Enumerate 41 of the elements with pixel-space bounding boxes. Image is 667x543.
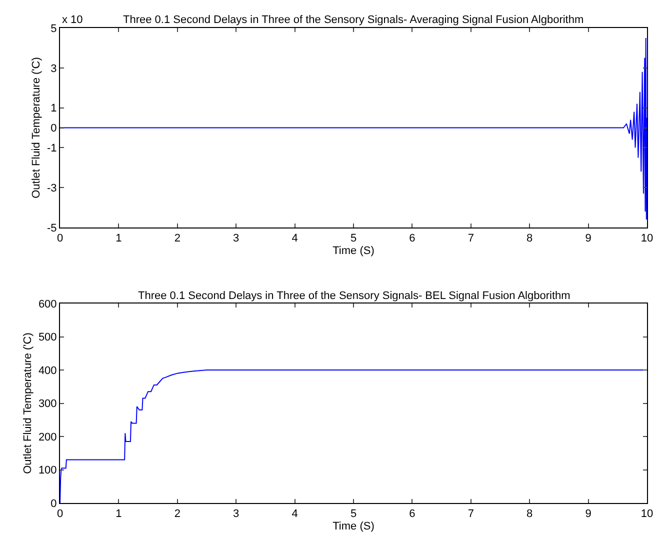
x-tick-label: 10 xyxy=(640,232,654,245)
y-tick-label: -1 xyxy=(47,142,57,155)
x-tick-label: 5 xyxy=(350,508,357,520)
x-tick-label: 8 xyxy=(526,508,533,520)
x-tick-label: 4 xyxy=(292,232,298,245)
y-axis-title: Outlet Fluid Temperature ('C) xyxy=(22,332,34,474)
y-tick-label: 0 xyxy=(50,122,57,135)
x-tick-label: 9 xyxy=(585,508,592,520)
x-tick-label: 3 xyxy=(233,508,240,520)
y-tick-label: 600 xyxy=(38,298,57,310)
y-tick-label: 1 xyxy=(50,102,57,115)
x-tick-label: 2 xyxy=(174,232,180,245)
y-tick-label: 500 xyxy=(38,332,57,344)
y-tick-label: 100 xyxy=(38,464,57,477)
y-tick-label: 0 xyxy=(50,498,57,510)
x-tick-label: 10 xyxy=(640,508,654,520)
x-tick-label: 2 xyxy=(174,508,180,520)
chart-title: Three 0.1 Second Delays in Three of the Sensory Signals- BEL Signal Fusion Algborithm xyxy=(138,290,570,302)
x-tick-label: 1 xyxy=(116,508,122,520)
x-tick-label: 7 xyxy=(468,508,474,520)
x-tick-label: 3 xyxy=(233,232,240,245)
y-tick-label: -3 xyxy=(47,182,57,194)
y-tick-label: 300 xyxy=(38,398,57,410)
y-tick-label: 200 xyxy=(38,431,57,444)
x-tick-label: 1 xyxy=(116,232,122,245)
x-tick-label: 6 xyxy=(409,232,416,245)
y-tick-label: 5 xyxy=(50,22,57,35)
chart-title: Three 0.1 Second Delays in Three of the Sensory Signals- Averaging Signal Fusion Algborithm xyxy=(123,14,584,26)
x-tick-label: 5 xyxy=(350,232,357,245)
text: x 10 xyxy=(62,14,83,26)
y-tick-label: 400 xyxy=(38,364,57,377)
x-axis-title: Time (S) xyxy=(332,520,374,532)
x-tick-label: 4 xyxy=(292,508,298,520)
x-tick-label: 9 xyxy=(585,232,592,245)
y-tick-label: -5 xyxy=(47,222,57,234)
y-axis-title: Outlet Fluid Temperature ('C) xyxy=(30,57,43,198)
x-tick-label: 7 xyxy=(468,232,474,245)
x-axis-title: Time (S) xyxy=(332,244,374,257)
x-tick-label: 8 xyxy=(526,232,533,245)
x-tick-label: 6 xyxy=(409,508,416,520)
y-tick-label: 3 xyxy=(50,62,57,75)
